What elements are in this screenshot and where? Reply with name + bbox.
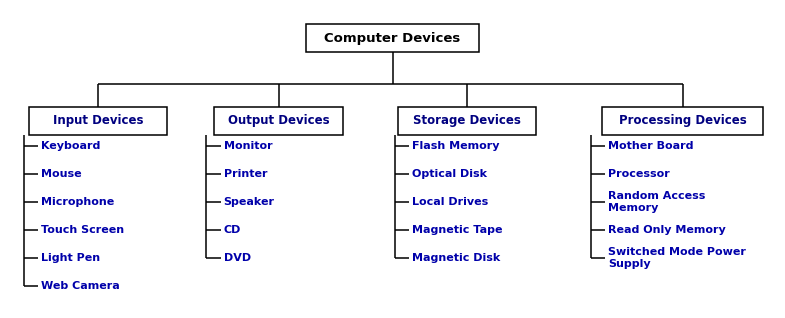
Text: Microphone: Microphone <box>41 197 114 207</box>
Text: Storage Devices: Storage Devices <box>413 114 521 127</box>
Text: DVD: DVD <box>224 253 251 263</box>
Text: Web Camera: Web Camera <box>41 281 119 291</box>
FancyBboxPatch shape <box>398 107 535 135</box>
Text: Mother Board: Mother Board <box>608 141 694 151</box>
Text: Random Access
Memory: Random Access Memory <box>608 191 706 213</box>
Text: Light Pen: Light Pen <box>41 253 100 263</box>
Text: CD: CD <box>224 225 241 235</box>
Text: Output Devices: Output Devices <box>228 114 330 127</box>
Text: Magnetic Disk: Magnetic Disk <box>412 253 500 263</box>
Text: Flash Memory: Flash Memory <box>412 141 499 151</box>
Text: Processing Devices: Processing Devices <box>619 114 747 127</box>
Text: Local Drives: Local Drives <box>412 197 488 207</box>
Text: Keyboard: Keyboard <box>41 141 100 151</box>
Text: Speaker: Speaker <box>224 197 275 207</box>
FancyBboxPatch shape <box>602 107 763 135</box>
FancyBboxPatch shape <box>30 107 166 135</box>
Text: Input Devices: Input Devices <box>53 114 144 127</box>
Text: Processor: Processor <box>608 169 670 179</box>
Text: Switched Mode Power
Supply: Switched Mode Power Supply <box>608 247 747 269</box>
Text: Mouse: Mouse <box>41 169 82 179</box>
FancyBboxPatch shape <box>214 107 344 135</box>
Text: Touch Screen: Touch Screen <box>41 225 124 235</box>
Text: Printer: Printer <box>224 169 267 179</box>
Text: Read Only Memory: Read Only Memory <box>608 225 726 235</box>
Text: Monitor: Monitor <box>224 141 272 151</box>
Text: Magnetic Tape: Magnetic Tape <box>412 225 502 235</box>
Text: Computer Devices: Computer Devices <box>324 32 461 45</box>
FancyBboxPatch shape <box>306 24 479 52</box>
Text: Optical Disk: Optical Disk <box>412 169 487 179</box>
